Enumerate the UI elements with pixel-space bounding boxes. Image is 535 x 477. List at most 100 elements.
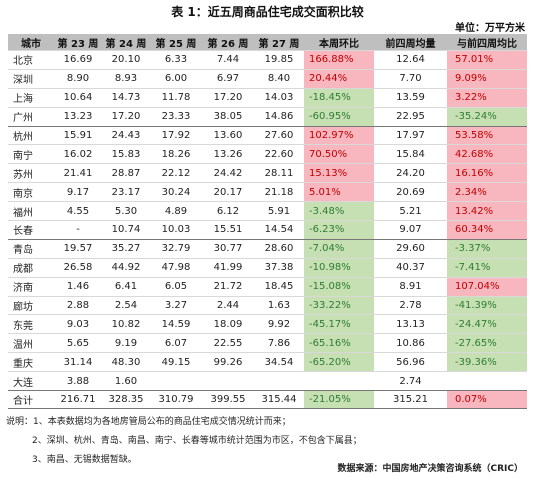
table-row: 杭州 15.91 24.43 17.92 13.60 27.60 102.97% 17.97 5… xyxy=(8,125,527,145)
unit-label: 单位：万平方米 xyxy=(455,23,525,34)
week27-cell: 9.92 xyxy=(254,314,304,334)
avg4-cell: 315.21 xyxy=(374,390,447,410)
vs4-cell: 13.42% xyxy=(447,201,527,221)
week26-cell: 38.05 xyxy=(202,106,254,127)
city-cell: 广州 xyxy=(8,106,54,127)
vs4-cell: -39.36% xyxy=(447,352,527,372)
week26-cell: 13.60 xyxy=(202,125,254,145)
table-title: 表 1：近五周商品住宅成交面积比较 xyxy=(171,5,364,19)
week26-cell: 22.55 xyxy=(202,333,254,353)
vs4-cell: 9.09% xyxy=(447,68,527,89)
week27-cell: 18.45 xyxy=(254,276,304,297)
table-row: 东莞 9.03 10.82 14.59 18.09 9.92 -45.17% 13.13 -24… xyxy=(8,314,527,334)
week24-cell: 9.19 xyxy=(102,333,150,353)
avg4-cell: 29.60 xyxy=(374,238,447,259)
city-cell: 南京 xyxy=(8,182,54,202)
city-cell: 苏州 xyxy=(8,163,54,183)
week23-cell: 216.71 xyxy=(54,390,102,410)
week25-cell: 6.07 xyxy=(150,333,202,353)
week27-cell: 5.91 xyxy=(254,201,304,221)
table-row: 重庆 31.14 48.30 49.15 99.26 34.54 -65.20% 56.96-… xyxy=(8,352,527,372)
vs4-cell: 16.16% xyxy=(447,163,527,183)
vs4-cell: 2.34% xyxy=(447,182,527,202)
note-line: 2、深圳、杭州、青岛、南昌、南宁、长春等城市统计范围为市区，不包含下属县； xyxy=(32,436,362,446)
table-row: 福州 4.55 5.30 4.89 6.12 5.91 -3.48% 5.21 13.42% xyxy=(8,201,527,221)
col-header-wow: 本周环比 xyxy=(304,34,374,51)
week27-cell: 37.38 xyxy=(254,257,304,278)
table-row: 上海 10.64 14.73 11.78 17.20 14.03 -18.45% 13.59 3… xyxy=(8,87,527,108)
week24-cell: 17.20 xyxy=(102,106,150,127)
week23-cell: 15.91 xyxy=(54,125,102,145)
avg4-cell: 10.86 xyxy=(374,333,447,353)
week26-cell: 17.20 xyxy=(202,87,254,108)
city-cell: 大连 xyxy=(8,371,54,391)
week26-cell: 41.99 xyxy=(202,257,254,278)
week23-cell: 9.17 xyxy=(54,182,102,202)
vs4-cell: 3.22% xyxy=(447,87,527,108)
city-cell: 深圳 xyxy=(8,68,54,89)
week24-cell: 23.17 xyxy=(102,182,150,202)
week25-cell: 6.33 xyxy=(150,50,202,70)
city-cell: 温州 xyxy=(8,333,54,353)
wow-cell: -65.20% xyxy=(304,352,374,372)
city-cell: 福州 xyxy=(8,201,54,221)
week25-cell: 17.92 xyxy=(150,125,202,145)
table-row: 济南 1.46 6.41 6.05 21.72 18.45 -15.08% 8.91 107.0… xyxy=(8,276,527,297)
vs4-cell: -24.47% xyxy=(447,314,527,334)
week26-cell: 30.77 xyxy=(202,238,254,259)
vs4-cell: 42.68% xyxy=(447,144,527,164)
week25-cell: 14.59 xyxy=(150,314,202,334)
wow-cell: -3.48% xyxy=(304,201,374,221)
week24-cell: 48.30 xyxy=(102,352,150,372)
table-row: 温州 5.65 9.19 6.07 22.55 7.86 -65.16% 10.86 -27.6… xyxy=(8,333,527,353)
wow-cell: 15.13% xyxy=(304,163,374,183)
col-header-vs4: 与前四周均比 xyxy=(447,34,527,51)
city-cell: 南宁 xyxy=(8,144,54,164)
col-header-week25: 第 25 周 xyxy=(150,34,202,51)
wow-cell: 20.44% xyxy=(304,68,374,89)
wow-cell: 70.50% xyxy=(304,144,374,164)
col-header-week26: 第 26 周 xyxy=(202,34,254,51)
wow-cell: -15.08% xyxy=(304,276,374,297)
avg4-cell: 22.95 xyxy=(374,106,447,127)
avg4-cell: 20.69 xyxy=(374,182,447,202)
week23-cell: 3.88 xyxy=(54,371,102,391)
week24-cell: 10.82 xyxy=(102,314,150,334)
week26-cell: 20.17 xyxy=(202,182,254,202)
table-row: 长春 -10.74 10.03 15.51 14.54 -6.23% 9.07 60.34% xyxy=(8,220,527,240)
vs4-cell: 107.04% xyxy=(447,276,527,297)
vs4-cell: -41.39% xyxy=(447,295,527,315)
city-cell: 青岛 xyxy=(8,238,54,259)
week27-cell: 28.11 xyxy=(254,163,304,183)
wow-cell: -33.22% xyxy=(304,295,374,315)
vs4-cell: -3.37% xyxy=(447,238,527,259)
week27-cell: 27.60 xyxy=(254,125,304,145)
week23-cell: 31.14 xyxy=(54,352,102,372)
city-cell: 杭州 xyxy=(8,125,54,145)
week25-cell: 6.00 xyxy=(150,68,202,89)
week23-cell: 1.46 xyxy=(54,276,102,297)
week27-cell: 19.85 xyxy=(254,50,304,70)
week24-cell: 14.73 xyxy=(102,87,150,108)
col-header-week23: 第 23 周 xyxy=(54,34,102,51)
wow-cell: -10.98% xyxy=(304,257,374,278)
col-header-city: 城市 xyxy=(8,34,54,51)
week25-cell: 47.98 xyxy=(150,257,202,278)
vs4-cell: 0.07% xyxy=(447,390,527,410)
week25-cell: 32.79 xyxy=(150,238,202,259)
week26-cell: 7.44 xyxy=(202,50,254,70)
week26-cell: 15.51 xyxy=(202,220,254,240)
week23-cell: 8.90 xyxy=(54,68,102,89)
week23-cell: 10.64 xyxy=(54,87,102,108)
week27-cell: 14.54 xyxy=(254,220,304,240)
col-header-avg4: 前四周均量 xyxy=(374,34,447,51)
week23-cell: 9.03 xyxy=(54,314,102,334)
week23-cell: - xyxy=(54,220,102,240)
week25-cell: 6.05 xyxy=(150,276,202,297)
col-header-week24: 第 24 周 xyxy=(102,34,150,51)
vs4-cell: 57.01% xyxy=(447,50,527,70)
avg4-cell: 7.70 xyxy=(374,68,447,89)
week24-cell: 10.74 xyxy=(102,220,150,240)
table-row: 北京 16.69 20.10 6.33 7.44 19.85 166.88% 12.64 57.… xyxy=(8,50,527,70)
vs4-cell: -35.24% xyxy=(447,106,527,127)
